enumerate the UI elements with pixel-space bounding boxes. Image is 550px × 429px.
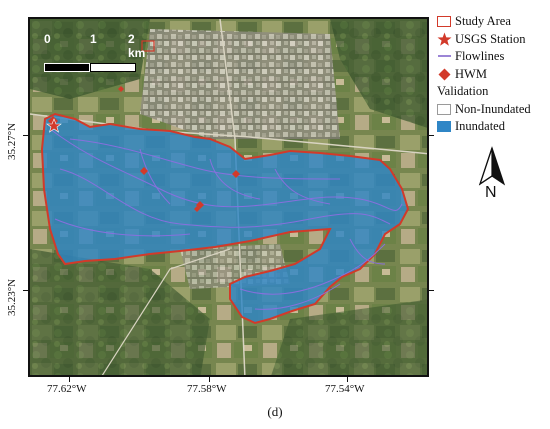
study-area-swatch bbox=[437, 16, 451, 27]
lon-tick-label: 77.54°W bbox=[325, 383, 365, 395]
map-panel: 0 1 2 km bbox=[28, 17, 429, 377]
satellite-map bbox=[30, 19, 427, 375]
hwm-markers bbox=[48, 86, 240, 212]
panel-caption: (d) bbox=[267, 404, 283, 419]
lon-tick-label: 77.58°W bbox=[187, 383, 227, 395]
legend-item-inundated: Inundated bbox=[435, 118, 550, 136]
star-icon bbox=[437, 32, 452, 46]
non-inundated-swatch bbox=[437, 103, 451, 115]
north-label: N bbox=[485, 184, 497, 201]
legend-item-study-area: Study Area bbox=[435, 13, 550, 31]
scale-label-0: 0 bbox=[44, 32, 51, 46]
diamond-icon bbox=[438, 68, 451, 80]
legend-item-usgs-station: USGS Station bbox=[435, 31, 550, 49]
north-arrow: N bbox=[476, 146, 508, 204]
scale-label-1: 1 bbox=[90, 32, 97, 46]
legend-heading-validation: Validation bbox=[437, 84, 489, 98]
inundated-swatch bbox=[437, 121, 451, 132]
scale-label-2: 2 km bbox=[128, 32, 146, 60]
scale-bar: 0 1 2 km bbox=[44, 32, 152, 72]
flowline-line-icon bbox=[438, 55, 451, 57]
north-arrow-icon bbox=[478, 146, 506, 186]
town-area bbox=[140, 29, 340, 139]
lat-tick-label: 35.27°N bbox=[6, 122, 18, 160]
lon-tick-label: 77.62°W bbox=[47, 383, 87, 395]
inundated-area bbox=[40, 112, 410, 325]
legend-item-hwm: HWM bbox=[435, 66, 550, 84]
usgs-station-marker bbox=[46, 118, 62, 133]
flowlines bbox=[49, 128, 403, 310]
map-legend: Study Area USGS Station Flowlines HWM Va… bbox=[435, 13, 550, 136]
lat-tick-label: 35.23°N bbox=[6, 278, 18, 316]
legend-item-flowlines: Flowlines bbox=[435, 48, 550, 66]
legend-item-non-inundated: Non-Inundated bbox=[435, 101, 550, 119]
